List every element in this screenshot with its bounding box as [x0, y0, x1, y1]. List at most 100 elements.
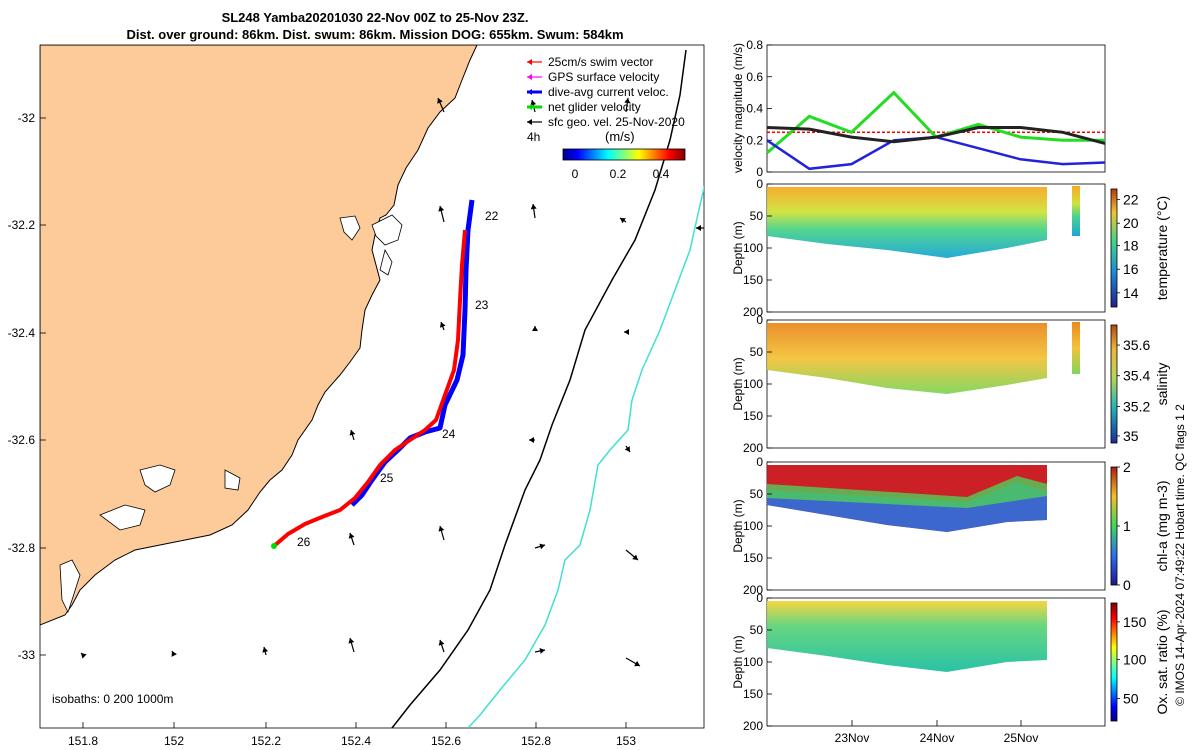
depth-tick-label: 200 — [743, 305, 763, 319]
colorbar-tick-label: 35.6 — [1123, 337, 1150, 353]
lon-tick-label: 151.8 — [68, 734, 98, 748]
profile-panel: 0 50 100 150 200 Depth (m) 14 16 18 20 22 temperatu… — [731, 177, 1170, 319]
depth-tick-label: 50 — [750, 623, 764, 637]
depth-tick-label: 200 — [743, 719, 763, 733]
colorbar-tick-label: 18 — [1123, 238, 1139, 254]
velocity-panel: 0 0.2 0.4 0.6 0.8 velocity magnitude (m/s) — [731, 38, 1106, 179]
speed-tick-label: 0 — [572, 167, 579, 181]
velocity-ylabel: velocity magnitude (m/s) — [731, 43, 745, 173]
isobath-label: isobaths: 0 200 1000m — [52, 692, 173, 706]
day-label: 23 — [475, 298, 489, 312]
depth-tick-label: 0 — [756, 177, 763, 191]
velocity-series-geostrophic — [766, 126, 1106, 145]
velocity-tick-label: 0 — [756, 165, 763, 179]
colorbar-tick-label: 16 — [1123, 261, 1139, 277]
depth-axis-label: Depth (m) — [731, 357, 745, 410]
depth-tick-label: 100 — [743, 519, 763, 533]
isobath-200m — [391, 49, 687, 728]
credit-text: © IMOS 14-Apr-2024 07:49:22 Hobart time.… — [1173, 404, 1187, 706]
colorbar-tick-label: 14 — [1123, 285, 1139, 301]
lon-tick-label: 152.2 — [251, 734, 281, 748]
profile-data-region — [767, 187, 1047, 258]
colorbar — [1110, 466, 1118, 586]
profile-data-region — [767, 323, 1047, 394]
speed-units: (m/s) — [605, 129, 635, 144]
profile-data-segment — [1072, 322, 1080, 374]
lat-tick-label: -32.2 — [8, 218, 36, 232]
depth-tick-label: 0 — [756, 455, 763, 469]
legend-label: 25cm/s swim vector — [548, 55, 653, 69]
depth-axis-label: Depth (m) — [731, 635, 745, 688]
geostrophic-vectors — [80, 97, 704, 667]
depth-tick-label: 50 — [750, 345, 764, 359]
profile-panel: 0 50 100 150 200 Depth (m) 0 1 2 chl-a (mg m-3) — [731, 455, 1170, 597]
colorbar — [1110, 602, 1118, 722]
colorbar-label: temperature (°C) — [1154, 196, 1170, 300]
colorbar — [1110, 324, 1118, 444]
legend-entry: sfc geo. vel. 25-Nov-2020 — [527, 115, 685, 129]
day-label: 22 — [485, 209, 499, 223]
velocity-tick-label: 0.2 — [746, 133, 763, 147]
depth-tick-label: 0 — [756, 313, 763, 327]
title-line-2: Dist. over ground: 86km. Dist. swum: 86k… — [126, 27, 624, 42]
legend-entry: GPS surface velocity — [527, 70, 659, 84]
colorbar-tick-label: 50 — [1123, 691, 1139, 707]
depth-tick-label: 150 — [743, 551, 763, 565]
interval-label: 4h — [527, 130, 540, 144]
time-tick-label: 25Nov — [1004, 731, 1039, 745]
colorbar-label: chl-a (mg m-3) — [1154, 480, 1170, 571]
glider-end-marker — [271, 543, 277, 549]
depth-tick-label: 150 — [743, 409, 763, 423]
colorbar-tick-label: 2 — [1123, 459, 1131, 475]
colorbar-tick-label: 100 — [1123, 652, 1147, 668]
profile-panel: 0 50 100 150 200 Depth (m) 35 35.2 35.4 35.6salin… — [731, 313, 1170, 455]
velocity-tick-label: 0.4 — [746, 102, 763, 116]
speed-tick-label: 0.2 — [610, 167, 627, 181]
colorbar-tick-label: 35 — [1123, 428, 1139, 444]
colorbar-tick-label: 1 — [1123, 518, 1131, 534]
day-label: 25 — [380, 471, 394, 485]
lon-tick-label: 152.8 — [521, 734, 551, 748]
colorbar — [1110, 188, 1118, 308]
depth-tick-label: 200 — [743, 441, 763, 455]
day-label: 26 — [297, 535, 311, 549]
legend-entry: 25cm/s swim vector — [527, 55, 653, 69]
velocity-tick-label: 0.6 — [746, 70, 763, 84]
lon-tick-label: 152.4 — [341, 734, 371, 748]
map-panel: 22 23 24 25 26 isobaths: 0 200 1000m 151.8 15… — [8, 44, 705, 748]
depth-axis-label: Depth (m) — [731, 499, 745, 552]
depth-tick-label: 150 — [743, 273, 763, 287]
lat-tick-label: -32.8 — [8, 541, 36, 555]
legend-label: GPS surface velocity — [548, 70, 659, 84]
colorbar-tick-label: 22 — [1123, 192, 1139, 208]
colorbar-label: Ox. sat. ratio (%) — [1154, 609, 1170, 714]
profile-panel: 0 50 100 150 200 Depth (m) 50 100 150 Ox. sat. ra… — [731, 591, 1170, 733]
speed-colorbar — [562, 148, 686, 161]
colorbar-tick-label: 35.2 — [1123, 398, 1150, 414]
depth-tick-label: 50 — [750, 487, 764, 501]
velocity-tick-label: 0.8 — [746, 38, 763, 52]
lon-tick-label: 152 — [164, 734, 184, 748]
lon-tick-label: 153 — [616, 734, 636, 748]
lon-tick-label: 152.6 — [431, 734, 461, 748]
speed-tick-label: 0.4 — [653, 167, 670, 181]
legend-entry: dive-avg current veloc. — [527, 85, 669, 99]
legend-entry: net glider velocity — [527, 100, 641, 114]
time-tick-label: 24Nov — [920, 731, 955, 745]
lat-tick-label: -32 — [18, 111, 36, 125]
track-dive-avg-current — [350, 199, 475, 507]
track-swim-vector — [272, 229, 467, 548]
depth-tick-label: 200 — [743, 583, 763, 597]
estuary-features — [59, 214, 403, 614]
title-line-1: SL248 Yamba20201030 22-Nov 00Z to 25-Nov… — [221, 10, 529, 25]
day-label: 24 — [442, 427, 456, 441]
colorbar-tick-label: 0 — [1123, 577, 1131, 593]
lat-tick-label: -32.6 — [8, 433, 36, 447]
profile-data-region — [767, 601, 1047, 672]
legend-label: sfc geo. vel. 25-Nov-2020 — [548, 115, 685, 129]
time-tick-label: 23Nov — [835, 731, 870, 745]
depth-tick-label: 150 — [743, 687, 763, 701]
legend-label: net glider velocity — [548, 100, 641, 114]
